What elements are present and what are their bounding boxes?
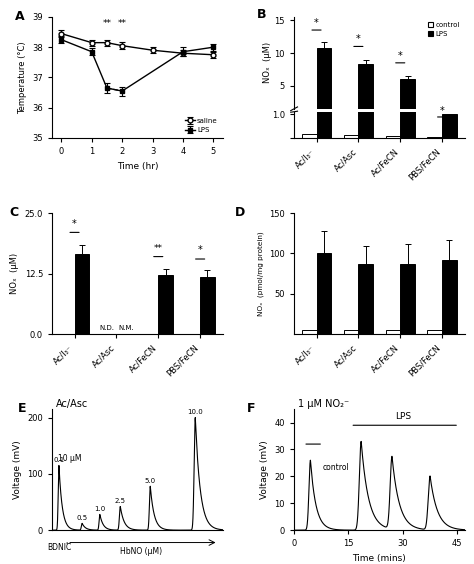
Text: control: control (323, 463, 350, 472)
Text: *: * (440, 106, 445, 116)
Y-axis label: NOₓ  (pmol/mg protein): NOₓ (pmol/mg protein) (257, 231, 264, 316)
Text: **: ** (118, 19, 127, 28)
Bar (158, 275, 173, 334)
Bar (317, 0, 331, 138)
Bar (385, 330, 400, 334)
Text: 1.0: 1.0 (94, 506, 106, 512)
Bar (358, 0, 373, 138)
Bar (442, 114, 457, 138)
Bar (442, 126, 457, 138)
Text: D: D (235, 206, 245, 219)
Text: *: * (398, 51, 402, 61)
Text: *: * (314, 18, 319, 28)
Bar (74, 254, 89, 334)
Text: 0.1: 0.1 (54, 457, 64, 463)
Text: Ac/Asc: Ac/Asc (55, 399, 88, 409)
Text: HbNO (μM): HbNO (μM) (120, 547, 162, 556)
Bar (400, 264, 415, 334)
Legend: control, LPS: control, LPS (426, 20, 461, 39)
Bar (442, 260, 457, 334)
Text: *: * (198, 245, 202, 255)
Y-axis label: Voltage (mV): Voltage (mV) (260, 440, 269, 499)
Bar (428, 330, 442, 334)
Text: 10 μM: 10 μM (58, 453, 82, 462)
Text: 10.0: 10.0 (187, 409, 203, 415)
Bar (317, 253, 331, 334)
Y-axis label: Voltage (mV): Voltage (mV) (13, 440, 22, 499)
Bar (200, 277, 215, 334)
Text: 2.5: 2.5 (115, 498, 126, 504)
Y-axis label: NOₓ  (μM): NOₓ (μM) (10, 253, 19, 294)
Text: 5.0: 5.0 (145, 478, 156, 484)
Bar (358, 64, 373, 118)
Bar (442, 112, 457, 118)
Text: E: E (18, 402, 27, 415)
Bar (317, 48, 331, 118)
X-axis label: Time (mins): Time (mins) (353, 554, 406, 563)
Bar (428, 137, 442, 138)
Text: B: B (256, 8, 266, 21)
Bar (385, 136, 400, 138)
Text: *: * (356, 34, 361, 45)
Text: N.M.: N.M. (118, 325, 134, 331)
Bar (302, 330, 317, 334)
Text: **: ** (154, 244, 163, 253)
Legend: saline, LPS: saline, LPS (183, 116, 219, 134)
Text: *: * (72, 218, 77, 228)
Bar (344, 135, 358, 138)
Bar (400, 0, 415, 138)
Text: 1 μM NO₂⁻: 1 μM NO₂⁻ (298, 399, 349, 409)
Y-axis label: Temperature (°C): Temperature (°C) (18, 41, 27, 114)
Bar (344, 330, 358, 334)
Text: BDNIC: BDNIC (47, 543, 71, 552)
Text: LPS: LPS (395, 412, 411, 421)
Text: A: A (15, 10, 24, 23)
Bar (400, 80, 415, 118)
Text: F: F (246, 402, 255, 415)
X-axis label: Time (hr): Time (hr) (117, 161, 158, 170)
Bar (302, 134, 317, 138)
Text: N.D.: N.D. (100, 325, 115, 331)
Text: C: C (9, 206, 18, 219)
Text: 0.5: 0.5 (77, 515, 88, 521)
Text: **: ** (102, 19, 111, 28)
Y-axis label: NOₓ  (μM): NOₓ (μM) (263, 42, 272, 83)
Bar (358, 264, 373, 334)
